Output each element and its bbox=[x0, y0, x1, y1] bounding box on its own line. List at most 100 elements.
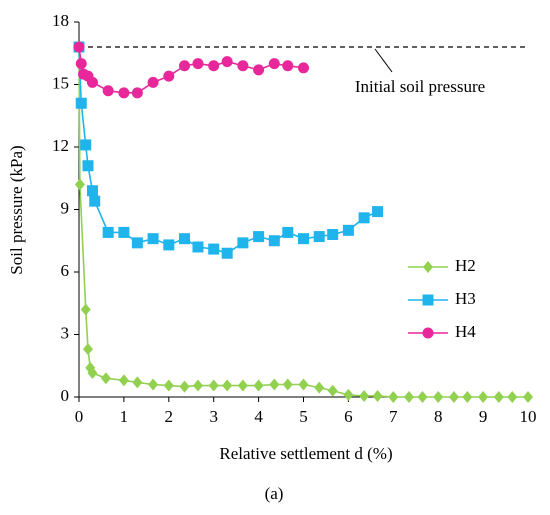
marker bbox=[298, 233, 309, 245]
marker bbox=[179, 233, 191, 245]
marker bbox=[163, 239, 175, 251]
marker bbox=[131, 237, 143, 249]
marker bbox=[73, 41, 85, 53]
marker bbox=[268, 58, 280, 70]
marker bbox=[327, 384, 338, 397]
marker bbox=[163, 379, 174, 392]
marker bbox=[359, 389, 370, 402]
x-tick-label: 6 bbox=[344, 407, 353, 426]
marker bbox=[358, 212, 370, 224]
marker bbox=[192, 379, 203, 392]
legend-marker bbox=[422, 327, 434, 339]
marker bbox=[163, 70, 175, 82]
marker bbox=[433, 391, 444, 403]
series-line bbox=[78, 46, 378, 255]
marker bbox=[208, 243, 220, 255]
annotation-leader bbox=[374, 48, 393, 73]
annotation: Initial soil pressure bbox=[355, 77, 485, 96]
marker bbox=[179, 60, 191, 72]
marker bbox=[253, 379, 264, 392]
marker bbox=[222, 379, 233, 392]
marker bbox=[448, 391, 459, 403]
marker bbox=[75, 97, 87, 109]
marker bbox=[118, 87, 130, 99]
marker bbox=[87, 367, 98, 380]
y-tick-label: 15 bbox=[52, 73, 69, 92]
x-tick-label: 2 bbox=[165, 407, 174, 426]
series-line bbox=[78, 46, 528, 398]
marker bbox=[269, 378, 280, 391]
marker bbox=[221, 56, 233, 68]
legend-label: H3 bbox=[455, 289, 476, 308]
marker bbox=[102, 85, 114, 97]
x-axis-label: Relative settlement d (%) bbox=[219, 444, 392, 463]
x-tick-label: 10 bbox=[520, 407, 537, 426]
marker bbox=[298, 62, 309, 74]
marker bbox=[147, 233, 159, 245]
y-tick-label: 0 bbox=[61, 386, 70, 405]
marker bbox=[372, 389, 383, 402]
x-tick-label: 5 bbox=[299, 407, 308, 426]
marker bbox=[404, 391, 415, 403]
marker bbox=[493, 391, 504, 403]
marker bbox=[372, 206, 384, 218]
marker bbox=[237, 237, 249, 249]
legend-label: H2 bbox=[455, 256, 476, 275]
marker bbox=[314, 381, 325, 394]
y-tick-label: 6 bbox=[61, 261, 70, 280]
marker bbox=[82, 160, 94, 172]
x-tick-label: 7 bbox=[389, 407, 398, 426]
marker bbox=[86, 185, 98, 197]
legend-marker bbox=[422, 294, 434, 306]
legend-label: H4 bbox=[455, 322, 476, 341]
marker bbox=[327, 229, 339, 240]
marker bbox=[192, 58, 204, 70]
marker bbox=[417, 391, 428, 403]
y-axis-label: Soil pressure (kPa) bbox=[7, 145, 26, 274]
marker bbox=[523, 391, 533, 403]
marker bbox=[118, 374, 129, 387]
marker bbox=[343, 388, 354, 401]
marker bbox=[100, 372, 111, 385]
marker bbox=[253, 64, 265, 76]
marker bbox=[74, 178, 85, 191]
marker bbox=[82, 343, 93, 356]
y-tick-label: 18 bbox=[52, 11, 69, 30]
marker bbox=[342, 224, 354, 236]
marker bbox=[237, 379, 248, 392]
x-tick-label: 1 bbox=[120, 407, 129, 426]
marker bbox=[179, 380, 190, 393]
x-tick-label: 4 bbox=[254, 407, 263, 426]
marker bbox=[131, 87, 143, 99]
marker bbox=[147, 76, 159, 88]
marker bbox=[208, 60, 220, 72]
marker bbox=[89, 195, 101, 207]
marker bbox=[298, 378, 309, 391]
x-tick-label: 0 bbox=[75, 407, 84, 426]
marker bbox=[132, 376, 143, 389]
marker bbox=[388, 391, 399, 403]
marker bbox=[282, 60, 294, 72]
x-tick-label: 8 bbox=[434, 407, 443, 426]
marker bbox=[237, 60, 249, 72]
marker bbox=[75, 58, 87, 70]
y-tick-label: 12 bbox=[52, 136, 69, 155]
marker bbox=[462, 391, 473, 403]
marker bbox=[86, 76, 98, 88]
marker bbox=[282, 226, 294, 238]
marker bbox=[80, 303, 91, 316]
marker bbox=[478, 391, 489, 403]
marker bbox=[507, 391, 518, 403]
legend-marker bbox=[423, 261, 433, 273]
x-tick-label: 3 bbox=[209, 407, 218, 426]
marker bbox=[80, 139, 92, 151]
x-tick-label: 9 bbox=[479, 407, 488, 426]
marker bbox=[192, 241, 204, 253]
marker bbox=[208, 379, 219, 392]
marker bbox=[221, 247, 233, 259]
y-tick-label: 9 bbox=[61, 198, 70, 217]
series-line bbox=[78, 46, 304, 94]
marker bbox=[118, 226, 130, 238]
marker bbox=[148, 378, 159, 391]
